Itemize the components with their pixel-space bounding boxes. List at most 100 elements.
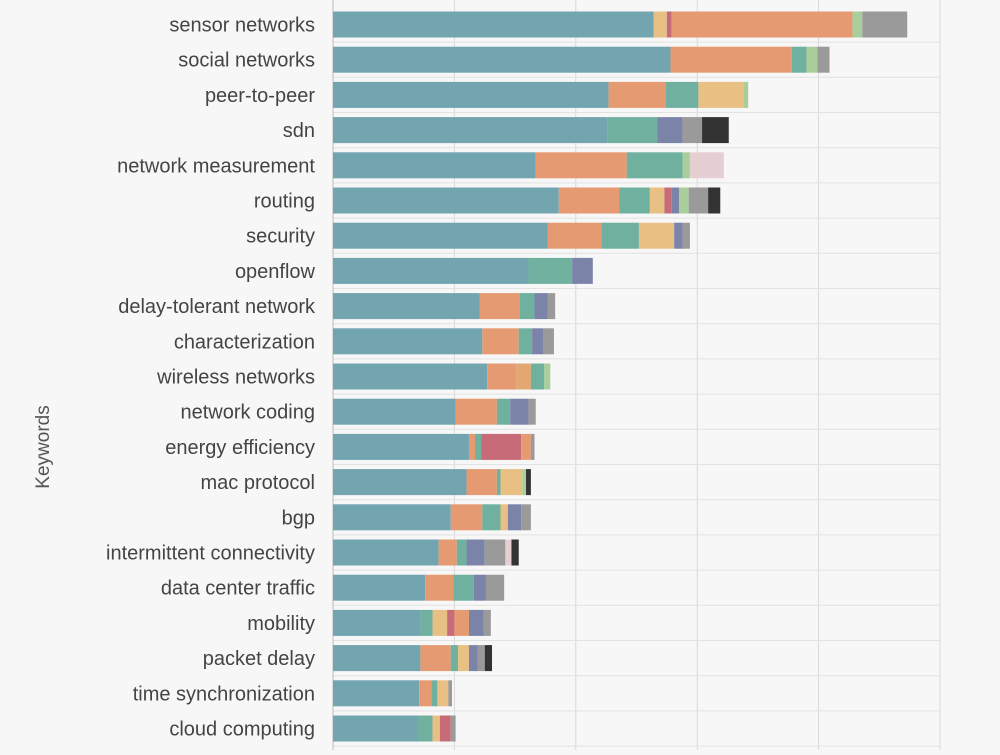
- bar-segment: [572, 257, 593, 284]
- bar-segment: [521, 504, 531, 531]
- bar-segment: [670, 46, 792, 73]
- bar-segment: [626, 152, 683, 179]
- bar-segment: [456, 539, 467, 566]
- bar-segment: [420, 609, 433, 636]
- bar-segment: [333, 117, 608, 144]
- category-label: peer-to-peer: [205, 85, 315, 107]
- category-label: delay-tolerant network: [118, 296, 316, 318]
- category-label: network coding: [180, 402, 315, 424]
- bar-segment: [333, 187, 559, 214]
- bar-segment: [500, 469, 523, 496]
- bar-segment: [534, 293, 548, 320]
- bar-segment: [450, 504, 483, 531]
- bar-segment: [482, 504, 501, 531]
- bar-segment: [543, 328, 554, 355]
- bar-segment: [500, 504, 508, 531]
- bar-segment: [671, 187, 679, 214]
- category-label: social networks: [178, 50, 315, 72]
- category-label: time synchronization: [133, 683, 315, 705]
- bar-segment: [791, 46, 807, 73]
- bar-segment: [862, 11, 908, 38]
- bar-segment: [439, 715, 451, 742]
- bar-segment: [468, 433, 476, 460]
- bar-segment: [450, 645, 459, 672]
- bar-segment: [708, 187, 721, 214]
- bar-segment: [532, 328, 544, 355]
- bar-segment: [485, 574, 505, 601]
- bar-segment: [653, 11, 667, 38]
- category-label: security: [246, 226, 315, 248]
- y-axis-title: Keywords: [33, 405, 54, 488]
- bar-segment: [518, 328, 533, 355]
- bar-segment: [453, 574, 474, 601]
- bar-segment: [852, 11, 863, 38]
- bar-segment: [521, 433, 531, 460]
- bar-segment: [417, 715, 433, 742]
- bar-segment: [496, 469, 501, 496]
- bar-segment: [528, 257, 573, 284]
- bar-segment: [448, 680, 452, 707]
- bar-segment: [817, 46, 830, 73]
- bar-segment: [530, 363, 545, 390]
- bar-segment: [468, 609, 484, 636]
- bar-segment: [333, 433, 469, 460]
- bar-segment: [682, 152, 690, 179]
- bar-segment: [516, 363, 531, 390]
- bar-segment: [333, 680, 420, 707]
- bar-segment: [544, 363, 551, 390]
- category-label: energy efficiency: [165, 437, 315, 459]
- bar-segment: [333, 574, 426, 601]
- bar-segment: [475, 433, 482, 460]
- bar-segment: [481, 433, 522, 460]
- bar-segment: [466, 539, 485, 566]
- category-label: characterization: [174, 331, 315, 353]
- bar-segment: [333, 398, 456, 425]
- bar-segment: [432, 715, 440, 742]
- bar-segment: [483, 609, 491, 636]
- bar-segment: [333, 257, 529, 284]
- bar-segment: [333, 469, 467, 496]
- bar-segment: [688, 187, 709, 214]
- bar-segment: [664, 187, 672, 214]
- bar-segment: [487, 363, 517, 390]
- bar-segment: [702, 117, 729, 144]
- bar-segment: [333, 609, 421, 636]
- bar-segment: [698, 81, 744, 108]
- bar-segment: [484, 539, 506, 566]
- bar-segment: [438, 539, 457, 566]
- category-label: packet delay: [203, 648, 315, 670]
- bar-segment: [333, 715, 418, 742]
- category-label: cloud computing: [169, 719, 315, 741]
- bar-segment: [547, 222, 602, 249]
- bar-segment: [649, 187, 665, 214]
- bar-segment: [657, 117, 683, 144]
- bar-segment: [671, 11, 853, 38]
- bar-segment: [601, 222, 639, 249]
- bar-segment: [682, 117, 703, 144]
- bar-segment: [455, 398, 497, 425]
- category-label: sensor networks: [169, 15, 315, 37]
- bar-segment: [689, 152, 724, 179]
- bar-segment: [507, 504, 522, 531]
- bar-segment: [510, 398, 529, 425]
- bar-segment: [505, 539, 512, 566]
- bar-segment: [333, 328, 483, 355]
- bar-segment: [482, 328, 519, 355]
- category-labels: sensor networks social networks peer-to-pe…: [106, 15, 316, 741]
- bar-segment: [558, 187, 620, 214]
- bar-segment: [468, 645, 478, 672]
- bar-segment: [526, 469, 531, 496]
- bar-segment: [473, 574, 486, 601]
- bar-segment: [496, 398, 511, 425]
- bar-segment: [484, 645, 493, 672]
- bar-segment: [665, 81, 699, 108]
- bar-segment: [333, 11, 654, 38]
- bar-segment: [333, 293, 480, 320]
- category-label: data center traffic: [161, 578, 315, 600]
- bar-segment: [619, 187, 650, 214]
- bar-segment: [333, 152, 536, 179]
- category-label: mac protocol: [201, 472, 316, 494]
- bars: [333, 11, 908, 742]
- bar-segment: [466, 469, 497, 496]
